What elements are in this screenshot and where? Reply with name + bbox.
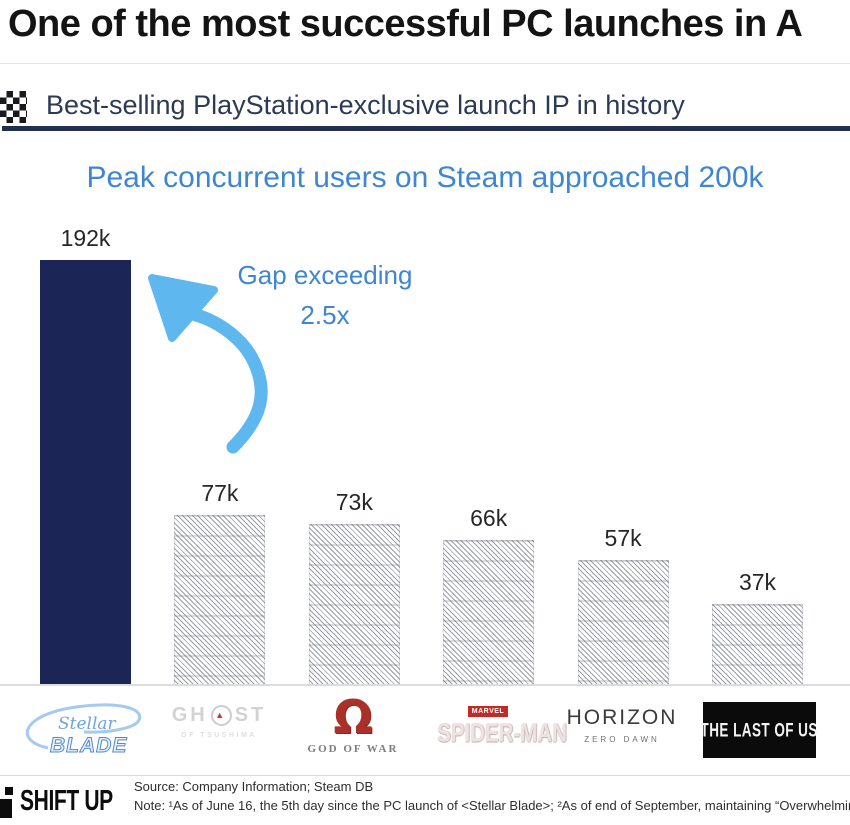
source-note: Source: Company Information; Steam DB: [134, 779, 374, 794]
bar-value-label-ghost-of-tsushima: 77k: [201, 480, 239, 506]
omega-icon: Ω: [333, 690, 373, 744]
bar-value-label-marvel-s-spider-man: 66k: [470, 505, 508, 531]
bar-horizon-zero-dawn: [577, 560, 669, 686]
footnote: Note: ¹As of June 16, the 5th day since …: [134, 798, 850, 813]
horizon-zero-dawn-logo: HORIZON ZERO DAWN: [557, 706, 687, 744]
shiftup-logo-mark: [0, 799, 12, 818]
stellar-blade-text: BLADE: [50, 734, 127, 757]
ghost-logo-sub: OF TSUSHIMA: [181, 732, 257, 739]
bar-value-label-god-of-war: 73k: [335, 489, 373, 515]
bar-value-label-stellar-blade: 192k: [60, 225, 111, 251]
stellar-script-text: Stellar: [58, 714, 117, 734]
bar-god-of-war: [308, 524, 400, 686]
marvel-badge: MARVEL: [467, 706, 509, 717]
bar-value-label-horizon-zero-dawn: 57k: [604, 525, 642, 551]
ghost-logo-main: GH ▲ ST: [159, 704, 279, 727]
chart-title: Peak concurrent users on Steam approache…: [86, 161, 764, 194]
bar-ghost-of-tsushima: [174, 515, 266, 686]
the-last-of-us-logo: THE LAST OF US: [700, 702, 819, 758]
shiftup-logo-mark: [5, 787, 13, 795]
bar-the-last-of-us: [712, 604, 803, 686]
spider-man-text: SPIDER-MAN: [437, 718, 568, 748]
checkered-flag-icon: [0, 91, 27, 123]
bar-chart: 192k 77k 73k 66k 57k 37k: [40, 225, 847, 686]
bar-value-label-the-last-of-us: 37k: [738, 569, 777, 595]
spider-man-logo: MARVEL SPIDER-MAN: [426, 700, 568, 748]
the-last-of-us-text: THE LAST OF US: [700, 718, 819, 742]
footer-divider: [0, 775, 850, 776]
top-divider: [0, 63, 850, 64]
page-title: One of the most successful PC launches i…: [8, 3, 803, 45]
ghost-text-right: ST: [234, 704, 267, 726]
section-header: Best-selling PlayStation-exclusive launc…: [46, 90, 685, 120]
chart-baseline: [0, 684, 850, 686]
ghost-of-tsushima-logo: GH ▲ ST OF TSUSHIMA: [159, 704, 279, 739]
bar-marvel-s-spider-man: [443, 540, 535, 686]
bar-stellar-blade: [40, 260, 131, 686]
horizon-text: HORIZON: [566, 706, 678, 729]
gap-annotation-line1: Gap exceeding: [237, 260, 413, 290]
ghost-text-left: GH: [171, 704, 208, 726]
gap-annotation-line2: 2.5x: [300, 300, 350, 330]
god-of-war-text: GOD OF WAR: [307, 743, 399, 755]
ghost-mon-icon: ▲: [210, 705, 232, 726]
section-underline: [2, 126, 850, 131]
zero-dawn-text: ZERO DAWN: [584, 735, 660, 744]
shiftup-brand: SHIFT UP: [20, 785, 113, 817]
stellar-swoosh: [25, 703, 142, 750]
stellar-blade-logo: Stellar BLADE: [18, 696, 158, 766]
god-of-war-logo: Ω GOD OF WAR: [303, 692, 403, 755]
